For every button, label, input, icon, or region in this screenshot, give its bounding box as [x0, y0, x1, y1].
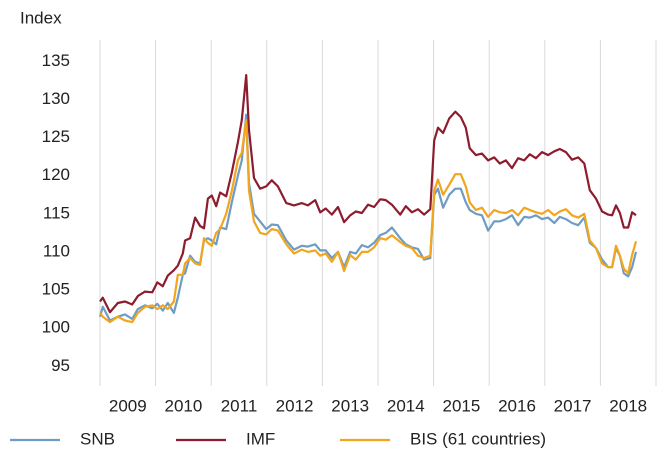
legend-label: BIS (61 countries) — [410, 429, 546, 448]
series-line — [99, 118, 638, 324]
x-tick-label: 2013 — [331, 396, 369, 415]
x-tick-label: 2018 — [609, 396, 647, 415]
x-tick-label: 2010 — [164, 396, 202, 415]
y-tick-label: 130 — [42, 89, 70, 108]
x-tick-label: 2009 — [109, 396, 147, 415]
x-tick-label: 2016 — [498, 396, 536, 415]
legend-label: IMF — [246, 429, 275, 448]
y-tick-label: 115 — [43, 203, 70, 222]
y-tick-label: 110 — [43, 241, 70, 260]
y-tick-label: 135 — [42, 51, 70, 70]
y-tick-label: 100 — [42, 318, 70, 337]
x-tick-label: 2017 — [554, 396, 592, 415]
series-line — [99, 74, 637, 314]
y-tick-label: 125 — [42, 127, 70, 146]
y-tick-label: 105 — [42, 280, 70, 299]
y-tick-label: 95 — [51, 356, 70, 375]
legend-label: SNB — [80, 429, 115, 448]
y-tick-label: 120 — [42, 165, 70, 184]
y-axis-label: Index — [20, 8, 62, 27]
x-tick-label: 2012 — [276, 396, 314, 415]
series-line — [98, 113, 638, 322]
x-tick-label: 2014 — [387, 396, 425, 415]
x-tick-label: 2011 — [221, 396, 258, 415]
x-tick-label: 2015 — [442, 396, 480, 415]
